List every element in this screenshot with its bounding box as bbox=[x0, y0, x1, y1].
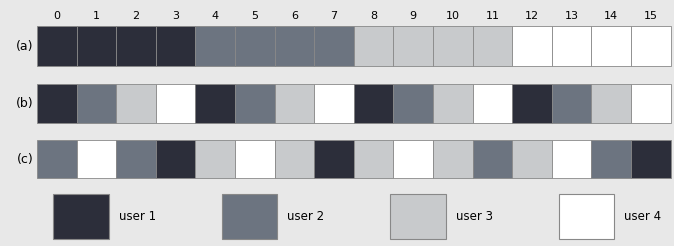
Text: user 4: user 4 bbox=[624, 210, 661, 223]
Bar bbox=[37, 26, 77, 66]
Bar bbox=[433, 26, 472, 66]
Text: 15: 15 bbox=[644, 11, 658, 21]
Text: 9: 9 bbox=[410, 11, 417, 21]
Bar bbox=[314, 84, 354, 123]
Text: 3: 3 bbox=[172, 11, 179, 21]
Bar bbox=[53, 194, 109, 239]
Text: 14: 14 bbox=[604, 11, 618, 21]
Bar bbox=[552, 140, 592, 178]
Bar bbox=[552, 26, 592, 66]
Bar bbox=[472, 140, 512, 178]
Bar bbox=[235, 26, 275, 66]
Text: user 1: user 1 bbox=[119, 210, 156, 223]
Bar bbox=[390, 194, 446, 239]
Bar bbox=[37, 84, 77, 123]
Bar bbox=[235, 84, 275, 123]
Bar bbox=[354, 140, 394, 178]
Bar bbox=[314, 26, 354, 66]
Bar bbox=[631, 140, 671, 178]
Text: user 2: user 2 bbox=[287, 210, 324, 223]
Text: 11: 11 bbox=[485, 11, 499, 21]
Text: 4: 4 bbox=[212, 11, 219, 21]
Text: 0: 0 bbox=[53, 11, 61, 21]
Bar bbox=[433, 140, 472, 178]
Text: 7: 7 bbox=[330, 11, 338, 21]
Bar bbox=[472, 84, 512, 123]
Bar bbox=[77, 84, 116, 123]
Bar bbox=[195, 140, 235, 178]
Bar bbox=[394, 140, 433, 178]
Bar bbox=[77, 140, 116, 178]
Text: (b): (b) bbox=[16, 97, 34, 110]
Bar bbox=[195, 26, 235, 66]
Text: 2: 2 bbox=[133, 11, 140, 21]
Text: (a): (a) bbox=[16, 40, 34, 53]
Bar bbox=[156, 140, 195, 178]
Bar bbox=[156, 84, 195, 123]
Bar bbox=[77, 26, 116, 66]
Bar bbox=[156, 26, 195, 66]
Bar bbox=[222, 194, 277, 239]
Bar bbox=[592, 140, 631, 178]
Bar bbox=[116, 26, 156, 66]
Text: 12: 12 bbox=[525, 11, 539, 21]
Bar bbox=[559, 194, 614, 239]
Bar bbox=[235, 140, 275, 178]
Bar bbox=[512, 140, 552, 178]
Bar bbox=[314, 140, 354, 178]
Text: 8: 8 bbox=[370, 11, 377, 21]
Bar bbox=[631, 26, 671, 66]
Text: user 3: user 3 bbox=[456, 210, 493, 223]
Bar bbox=[354, 84, 394, 123]
Bar bbox=[116, 84, 156, 123]
Text: 1: 1 bbox=[93, 11, 100, 21]
Text: 13: 13 bbox=[565, 11, 579, 21]
Bar bbox=[631, 84, 671, 123]
Bar bbox=[275, 84, 314, 123]
Bar bbox=[275, 26, 314, 66]
Bar bbox=[37, 140, 77, 178]
Bar bbox=[512, 26, 552, 66]
Bar bbox=[592, 26, 631, 66]
Bar bbox=[552, 84, 592, 123]
Bar bbox=[472, 26, 512, 66]
Bar bbox=[433, 84, 472, 123]
Bar bbox=[195, 84, 235, 123]
Text: 6: 6 bbox=[291, 11, 298, 21]
Text: (c): (c) bbox=[17, 153, 34, 166]
Bar bbox=[394, 26, 433, 66]
Text: 10: 10 bbox=[446, 11, 460, 21]
Bar bbox=[275, 140, 314, 178]
Bar bbox=[512, 84, 552, 123]
Bar bbox=[592, 84, 631, 123]
Bar bbox=[116, 140, 156, 178]
Text: 5: 5 bbox=[251, 11, 258, 21]
Bar bbox=[354, 26, 394, 66]
Bar bbox=[394, 84, 433, 123]
